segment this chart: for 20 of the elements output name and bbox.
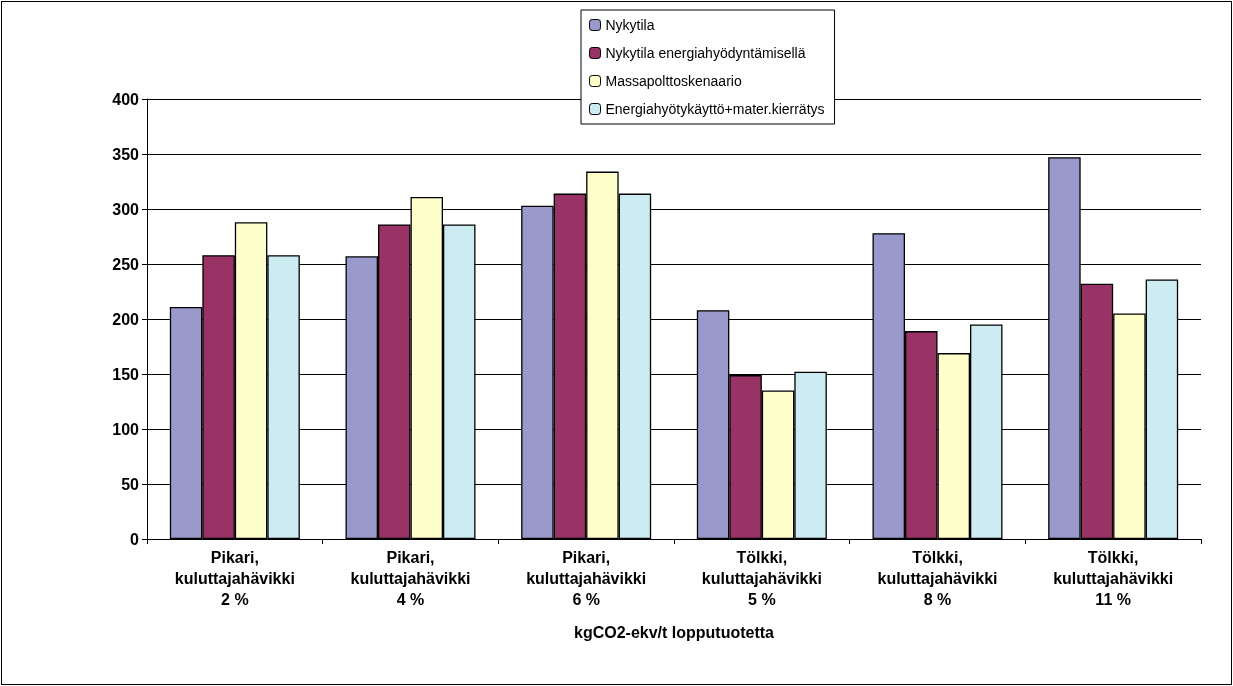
legend-label: Massapolttoskenaario [605, 73, 742, 89]
y-tick-label: 300 [112, 200, 140, 218]
legend-label: Nykytila [605, 17, 655, 33]
y-tick-label: 350 [112, 145, 140, 163]
x-tick-label: Tölkki, kuluttajahävikki 5 % [701, 549, 822, 608]
legend-label: Energiahyötykäyttö+mater.kierrätys [605, 101, 825, 117]
x-tick-label: Tölkki, kuluttajahävikki 8 % [877, 549, 998, 608]
x-tick-label: Tölkki, kuluttajahävikki 11 % [1053, 549, 1174, 608]
y-tick-label: 0 [130, 530, 140, 548]
y-tick-label: 150 [112, 365, 140, 383]
x-tick-label: Pikari, kuluttajahävikki 6 % [526, 549, 647, 608]
y-tick-label: 200 [112, 310, 140, 328]
y-tick-label: 100 [112, 420, 140, 438]
x-tick-label: Pikari, kuluttajahävikki 4 % [350, 549, 471, 608]
x-tick-label: Pikari, kuluttajahävikki 2 % [174, 549, 295, 608]
y-tick-label: 50 [121, 475, 140, 493]
legend-label: Nykytila energiahyödyntämisellä [605, 45, 806, 61]
y-tick-label: 250 [112, 255, 140, 273]
y-tick-label: 400 [112, 90, 140, 108]
x-axis-title: kgCO2-ekv/t lopputuotetta [573, 623, 775, 641]
